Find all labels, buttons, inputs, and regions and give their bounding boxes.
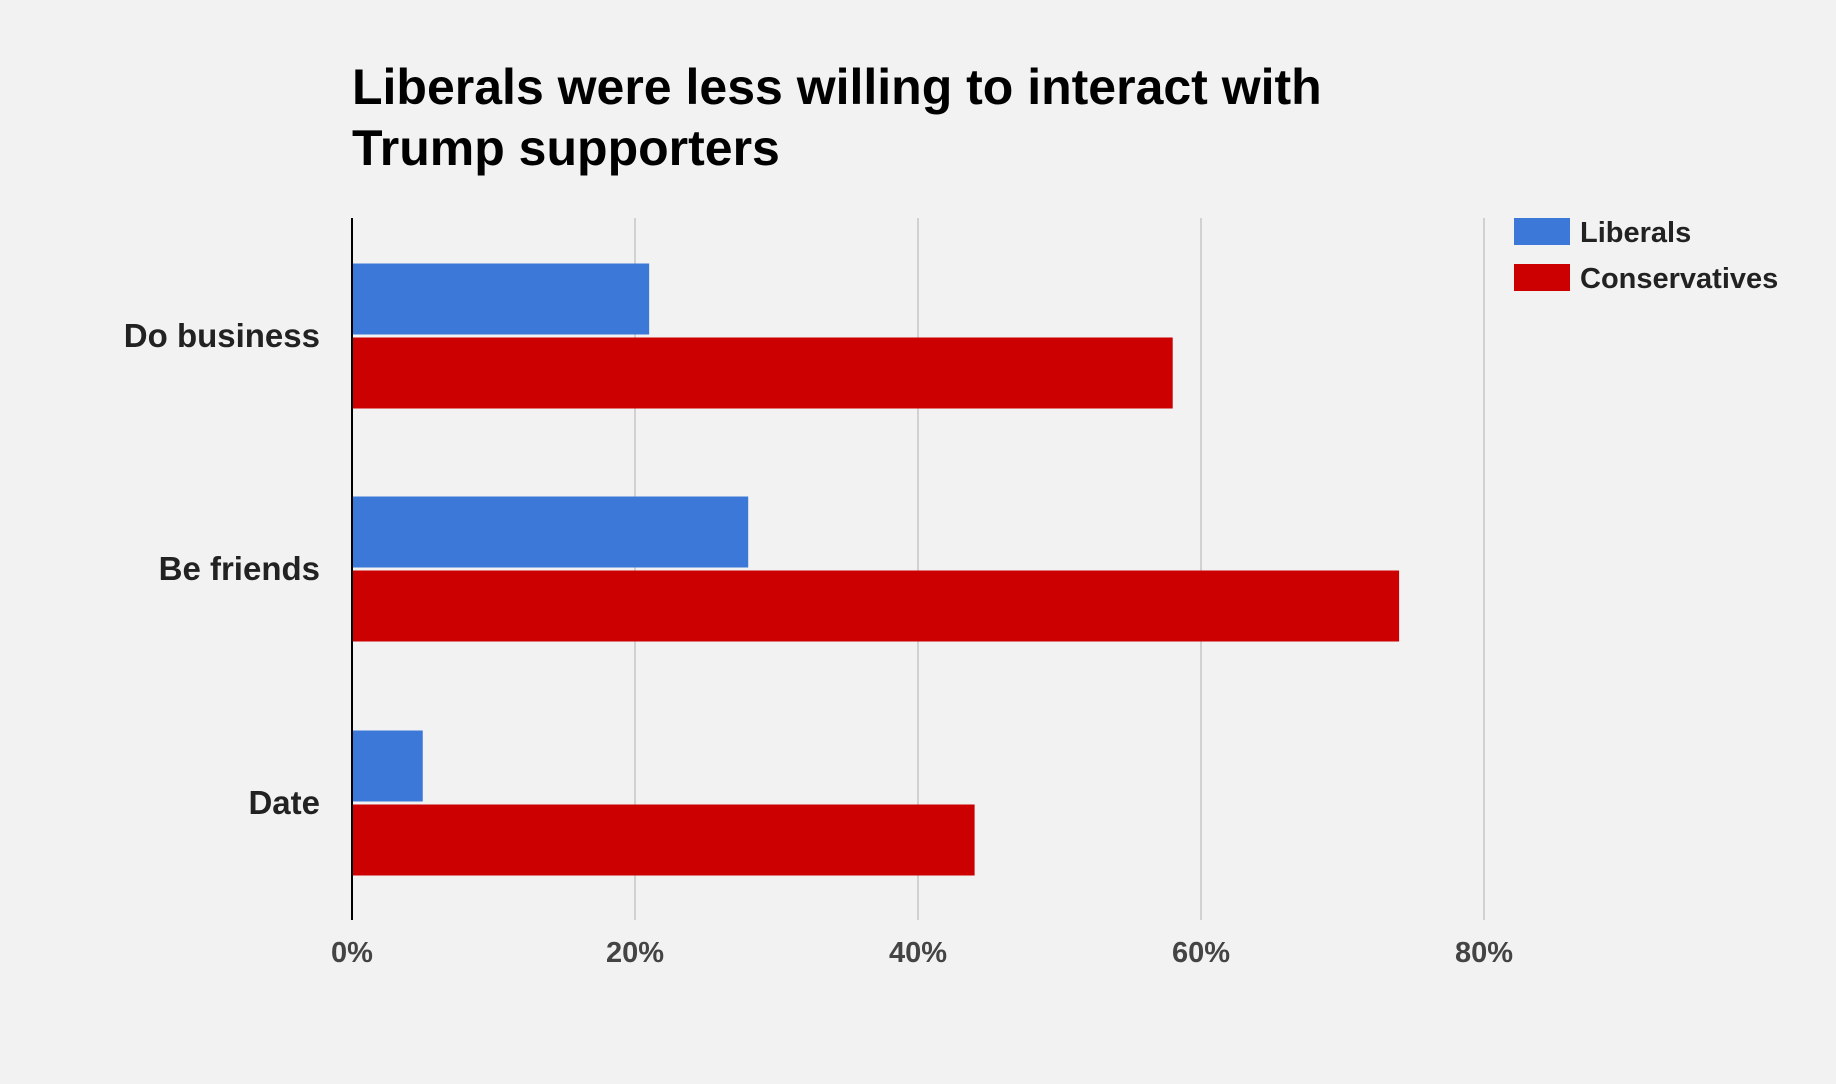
category-label-1: Be friends [159,550,320,587]
x-tick-labels: 0% 20% 40% 60% 80% [331,937,1513,969]
bar-conservatives-date [352,804,975,876]
bar-conservatives-do-business [352,337,1173,409]
chart-title: Liberals were less willing to interact w… [352,59,1322,176]
legend-swatch-conservatives [1514,264,1570,291]
bar-liberals-date [352,730,423,802]
x-tick-label-80: 80% [1455,937,1513,969]
x-tick-label-60: 60% [1172,937,1230,969]
x-tick-label-40: 40% [889,937,947,969]
legend-swatch-liberals [1514,218,1570,245]
x-tick-label-20: 20% [606,937,664,969]
x-tick-label-0: 0% [331,937,373,969]
legend-label-conservatives: Conservatives [1580,263,1778,295]
bars [352,263,1400,876]
category-label-2: Date [248,784,320,821]
bar-liberals-be-friends [352,496,749,568]
legend-label-liberals: Liberals [1580,217,1691,249]
gridlines [634,218,1485,920]
category-label-0: Do business [124,317,320,354]
bar-liberals-do-business [352,263,650,335]
category-labels: Do business Be friends Date [124,317,320,821]
legend: Liberals Conservatives [1514,217,1778,295]
bar-conservatives-be-friends [352,570,1400,642]
chart-title-line-1: Liberals were less willing to interact w… [352,59,1322,115]
chart-title-line-2: Trump supporters [352,120,780,176]
